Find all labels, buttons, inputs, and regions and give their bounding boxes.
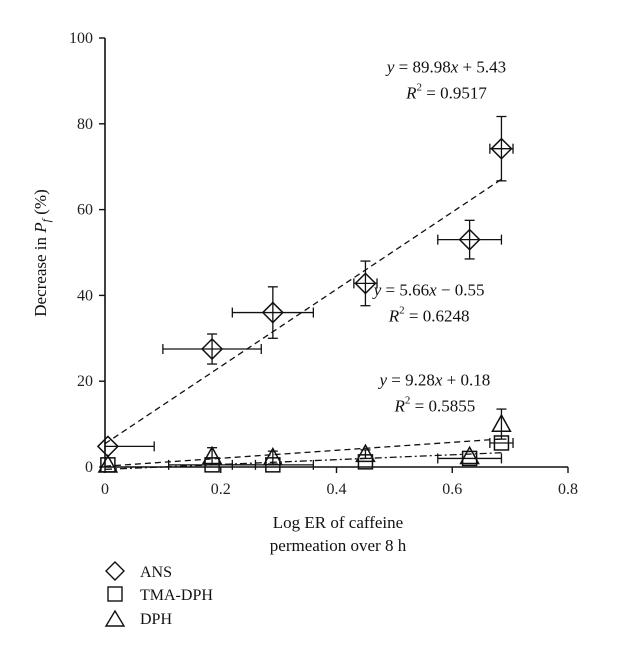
diamond-icon bbox=[105, 561, 125, 581]
fit-line-dph bbox=[104, 438, 502, 467]
y-axis-label: Decrease in Pf (%) bbox=[31, 189, 53, 316]
y-tick-label: 60 bbox=[77, 202, 93, 219]
data-point-dph bbox=[97, 454, 119, 473]
legend-label-ans: ANS bbox=[140, 564, 172, 581]
fit-r-squared-ans: R2 = 0.9517 bbox=[405, 81, 487, 102]
y-axis-label-var: P bbox=[31, 222, 50, 233]
y-tick-label: 40 bbox=[77, 287, 93, 304]
legend: ANS TMA-DPH DPH bbox=[104, 561, 213, 628]
x-tick-label: 0.6 bbox=[442, 481, 462, 498]
fit-r-squared-tma: R2 = 0.6248 bbox=[388, 304, 470, 325]
fit-r-squared-dph: R2 = 0.5855 bbox=[394, 394, 476, 415]
data-point-dph bbox=[491, 413, 512, 433]
fit-line-tma-dph bbox=[104, 452, 502, 471]
triangle-icon bbox=[104, 609, 126, 627]
y-tick-label: 80 bbox=[77, 116, 93, 133]
x-axis-label-line2: permeation over 8 h bbox=[270, 536, 407, 555]
x-tick-label: 0.2 bbox=[211, 481, 231, 498]
x-tick-label: 0 bbox=[101, 481, 109, 498]
data-point-ans bbox=[490, 137, 513, 160]
data-point-dph bbox=[262, 447, 284, 466]
y-tick-label: 100 bbox=[69, 30, 93, 47]
data-point-dph bbox=[459, 445, 480, 465]
square-icon bbox=[107, 586, 123, 602]
data-point-ans bbox=[261, 301, 284, 324]
legend-label-tma-dph: TMA-DPH bbox=[140, 587, 213, 604]
x-tick-label: 0.4 bbox=[327, 481, 347, 498]
y-axis-label-main: Decrease in bbox=[31, 233, 50, 317]
fit-equation-tma: y = 5.66x − 0.55 bbox=[372, 280, 485, 299]
legend-item-tma-dph: TMA-DPH bbox=[107, 586, 213, 604]
data-point-ans bbox=[201, 337, 224, 361]
x-tick-label: 0.8 bbox=[558, 481, 578, 498]
data-point-dph bbox=[201, 445, 223, 465]
y-axis-label-sub: f bbox=[39, 217, 53, 222]
y-axis-label-unit: (%) bbox=[31, 189, 50, 219]
fit-equation-dph: y = 9.28x + 0.18 bbox=[377, 370, 490, 389]
data-point-ans bbox=[458, 228, 481, 251]
plot-area: 0 0.2 0.4 0.6 0.8 0 20 40 60 80 100 y = 89.98x + 5.… bbox=[69, 30, 578, 498]
x-axis-label-line1: Log ER of caffeine bbox=[273, 513, 403, 532]
data-point-ans bbox=[354, 272, 377, 295]
y-tick-label: 20 bbox=[77, 373, 93, 390]
data-point-dph bbox=[355, 443, 376, 463]
legend-label-dph: DPH bbox=[140, 611, 172, 628]
legend-item-dph: DPH bbox=[104, 609, 172, 628]
fit-equation-ans: y = 89.98x + 5.43 bbox=[385, 57, 506, 76]
y-tick-label: 0 bbox=[85, 459, 93, 476]
legend-item-ans: ANS bbox=[105, 561, 172, 581]
